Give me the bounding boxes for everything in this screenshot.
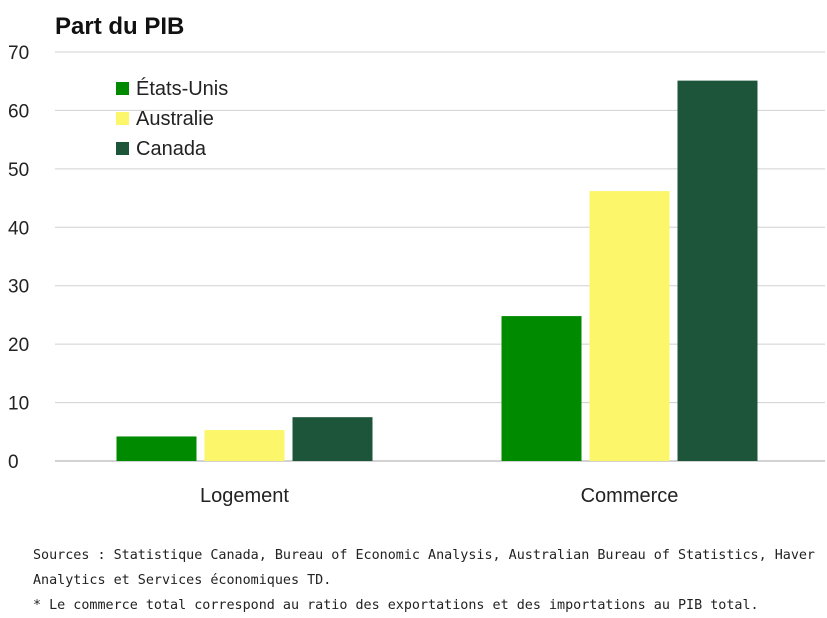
legend-swatch [116,142,129,155]
bar-commerce-0 [501,316,582,461]
legend: États-Unis Australie Canada [116,77,228,160]
bar-logement-0 [116,436,197,461]
bar-logement-1 [204,430,285,461]
y-tick-label: 10 [8,394,29,415]
footnote: * Le commerce total correspond au ratio … [33,598,759,613]
category-label: Commerce [581,485,679,507]
y-tick-label: 40 [8,218,29,239]
legend-label: Canada [136,138,207,160]
legend-label: Australie [136,108,214,130]
y-tick-label: 70 [8,43,29,64]
y-tick-label: 0 [8,452,19,473]
legend-swatch [116,112,129,125]
y-tick-label: 60 [8,101,29,122]
bar-chart: Part du PIB 0 10 20 30 40 50 60 70 Logement Comm… [8,13,825,507]
bar-commerce-2 [677,80,758,461]
y-tick-label: 50 [8,160,29,181]
y-tick-label: 20 [8,335,29,356]
category-label: Logement [200,485,289,507]
y-tick-label: 30 [8,277,29,298]
legend-swatch [116,82,129,95]
legend-label: États-Unis [136,77,228,100]
chart-footer: Sources : Statistique Canada, Bureau of … [33,543,823,618]
bars [116,80,758,461]
y-axis-ticks: 0 10 20 30 40 50 60 70 [8,43,29,473]
bar-commerce-1 [589,191,670,461]
x-axis-categories: Logement Commerce [200,485,678,507]
gridlines [55,51,825,462]
bar-logement-2 [292,417,373,461]
sources-note: Sources : Statistique Canada, Bureau of … [33,548,815,588]
chart-title: Part du PIB [55,13,184,40]
